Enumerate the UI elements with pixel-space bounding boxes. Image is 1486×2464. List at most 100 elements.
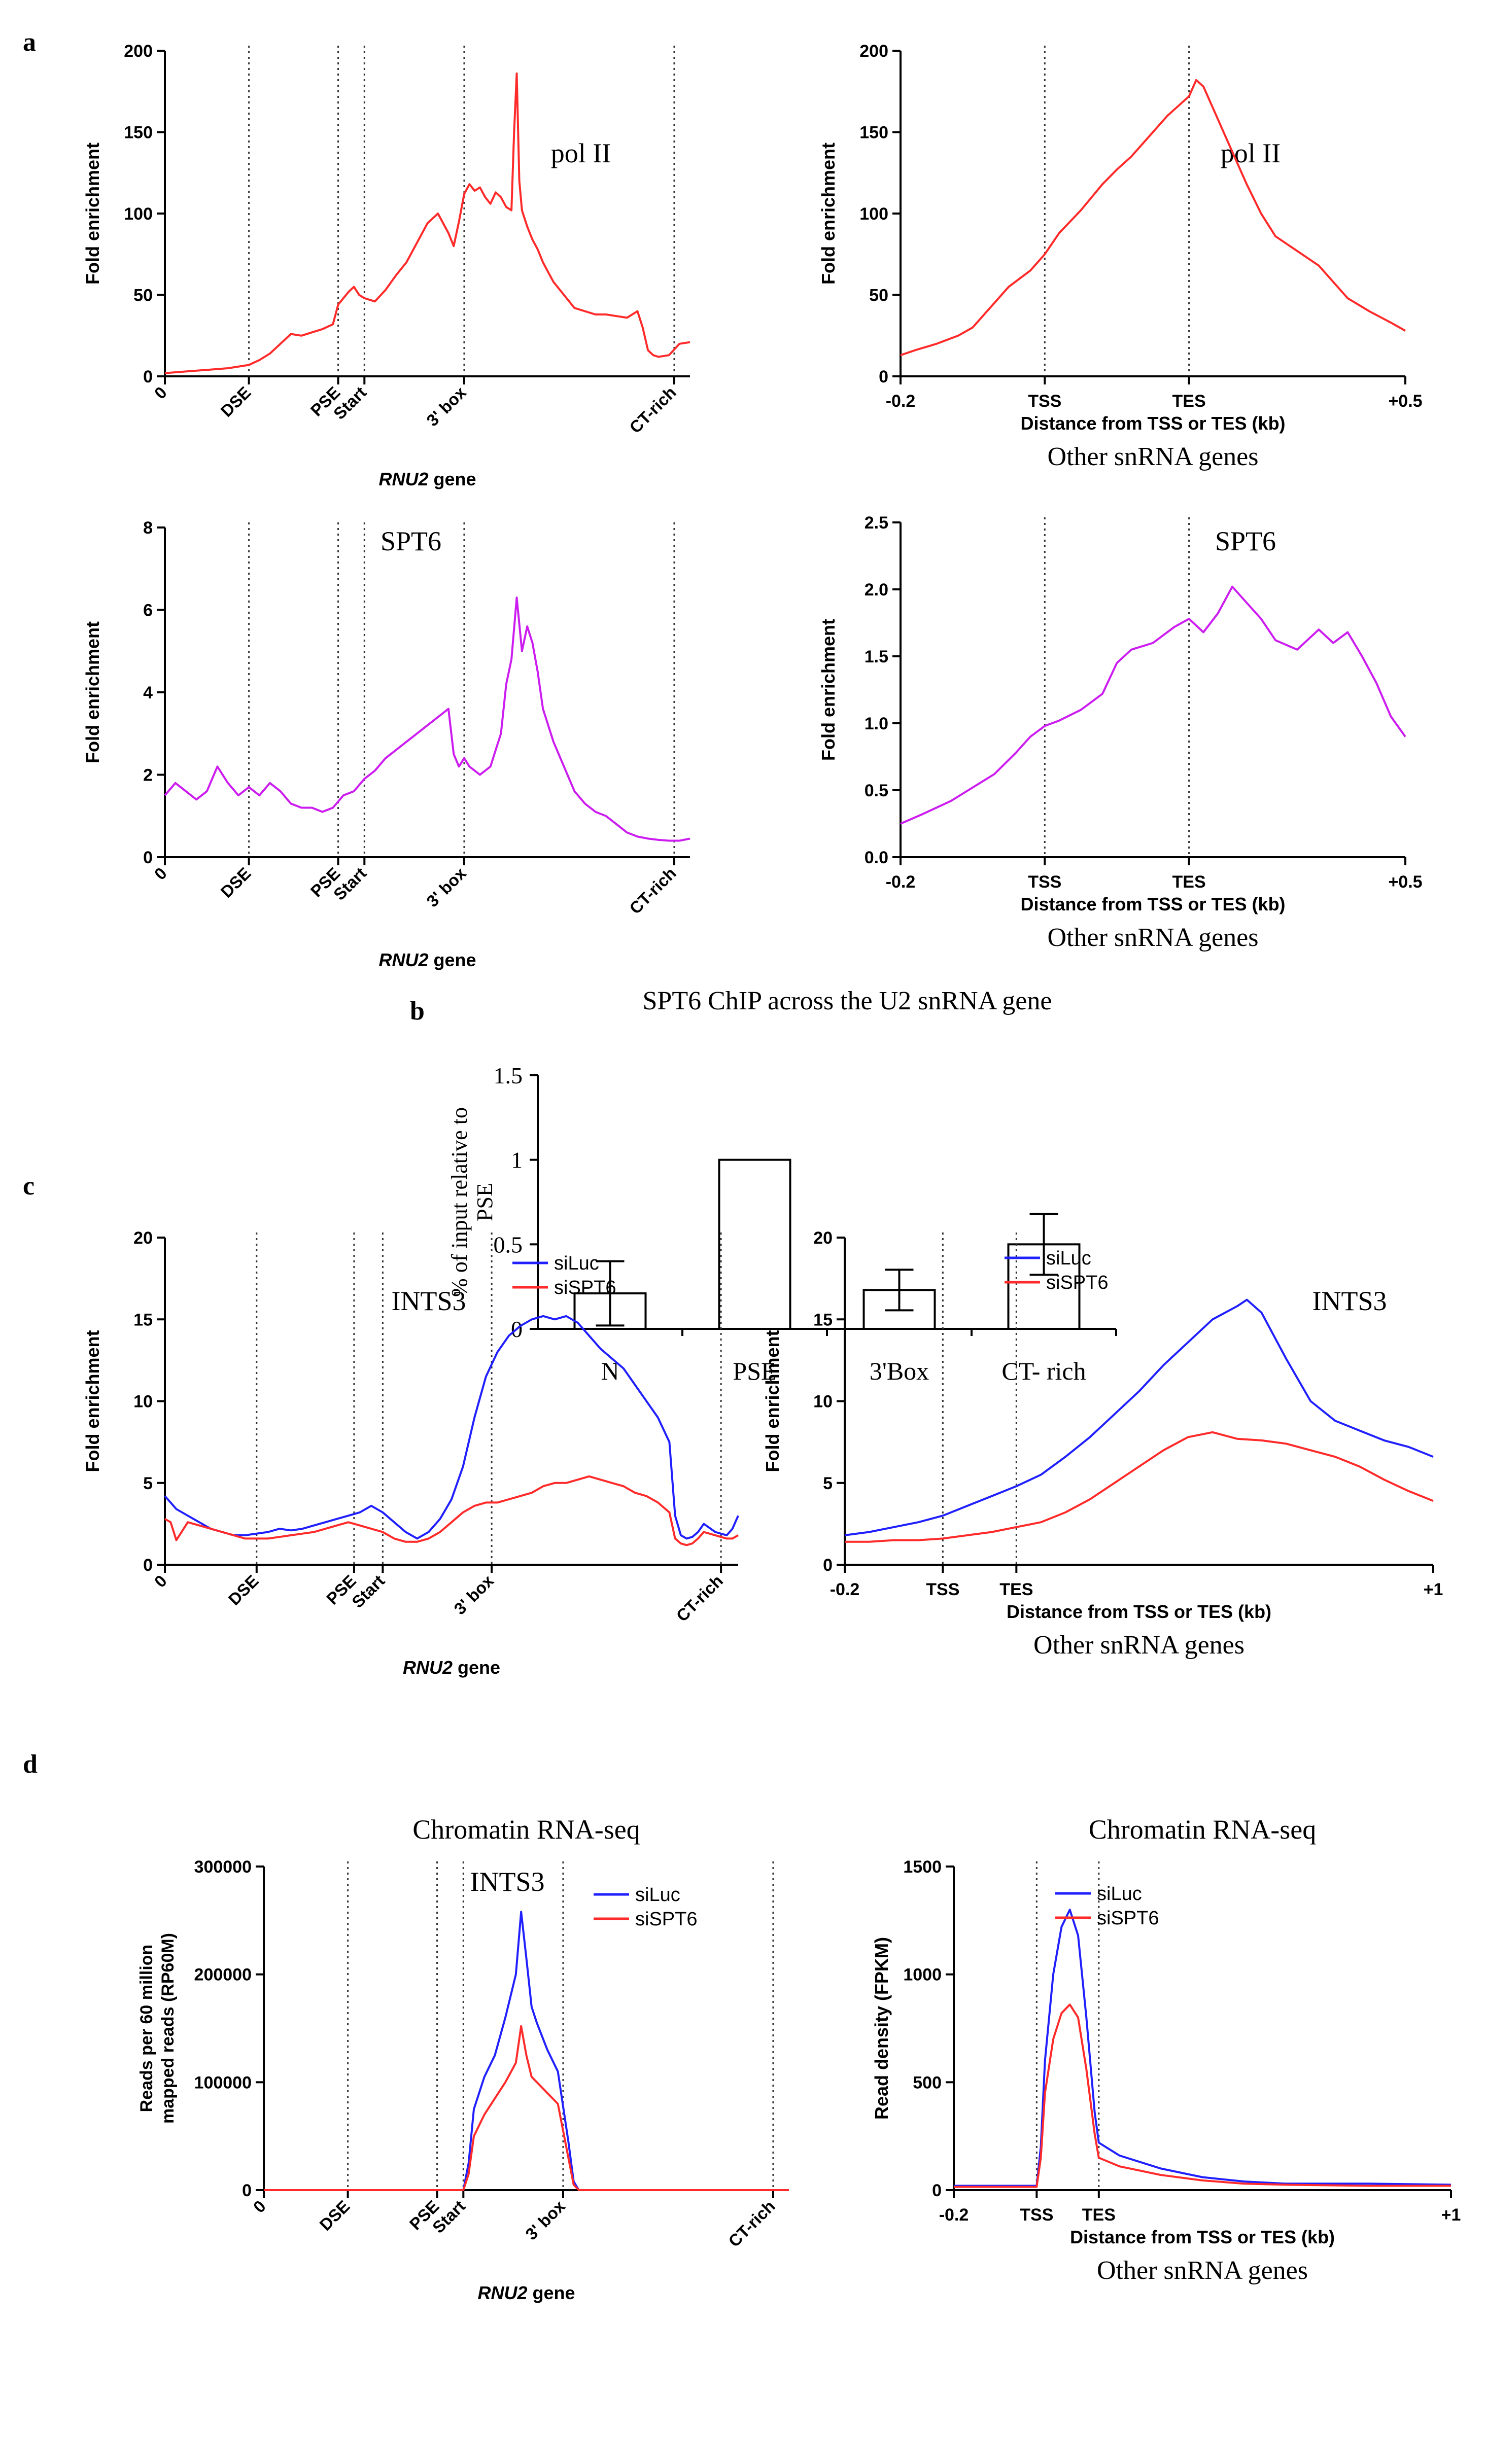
- y-tick-label: 300000: [194, 1857, 252, 1877]
- legend-label: siSPT6: [1097, 1908, 1159, 1929]
- y-tick-label: 2: [143, 766, 153, 785]
- x-marker-label: TSS: [926, 1580, 959, 1599]
- x-marker-label: CT-rich: [672, 1571, 727, 1626]
- x-category-label: CT- rich: [1001, 1357, 1086, 1385]
- x-axis-label: Distance from TSS or TES (kb): [1070, 2227, 1335, 2247]
- x-marker-label: DSE: [225, 1571, 262, 1609]
- y-tick-label: 15: [813, 1310, 833, 1329]
- y-axis-label: % of input relative to: [447, 1107, 472, 1297]
- x-marker-label: -0.2: [939, 2205, 969, 2225]
- x-axis-label: Distance from TSS or TES (kb): [1020, 413, 1285, 434]
- x-axis-label-suffix: gene: [428, 949, 476, 970]
- y-tick-label: 8: [143, 518, 153, 538]
- x-axis-label-gene: RNU2: [403, 1657, 453, 1678]
- chart-d-rnaseq-other: 0 500 1000 1500 -0.2 TSS TES +1 Read density (FP…: [871, 1814, 1461, 2285]
- y-tick-label: 1.0: [865, 714, 888, 733]
- y-axis-label: Fold enrichment: [82, 621, 103, 763]
- y-tick-label: 20: [133, 1228, 153, 1248]
- y-tick-label: 200: [124, 42, 153, 61]
- x-marker-label: TES: [1082, 2205, 1116, 2225]
- y-tick-label: 0: [143, 367, 153, 386]
- x-marker-label: 0: [250, 2197, 269, 2216]
- chart-title: SPT6 ChIP across the U2 snRNA gene: [643, 987, 1052, 1015]
- legend-label: siSPT6: [554, 1277, 616, 1298]
- y-tick-label: 6: [143, 601, 153, 620]
- x-axis-label-suffix: gene: [453, 1657, 500, 1678]
- chart-heading: Chromatin RNA-seq: [412, 1814, 640, 1845]
- chart-b-spt6-chip-bars: SPT6 ChIP across the U2 snRNA gene00.511…: [447, 987, 1117, 1385]
- series-line-siLuc: [264, 1911, 789, 2191]
- y-axis-label: Fold enrichment: [818, 619, 839, 761]
- x-category-label: 3'Box: [870, 1357, 929, 1385]
- y-tick-label: 200: [859, 42, 888, 61]
- series-line-siSPT6: [845, 1431, 1434, 1543]
- series-line-SPT6: [164, 596, 690, 842]
- y-tick-label: 4: [143, 683, 153, 702]
- x-marker-label: 3' box: [423, 863, 470, 910]
- x-marker-label: TES: [1172, 392, 1206, 411]
- series-line-siLuc: [844, 1298, 1434, 1536]
- x-category-label: N: [601, 1357, 619, 1385]
- y-tick-label: 100: [124, 204, 153, 224]
- x-axis-label-gene: RNU2: [477, 2282, 527, 2303]
- y-axis-label: Fold enrichment: [82, 1330, 103, 1472]
- y-tick-label: 1.5: [494, 1063, 523, 1088]
- panel-label-d: d: [23, 1750, 38, 1779]
- y-axis-label: Fold enrichment: [762, 1330, 783, 1472]
- x-marker-label: +1: [1424, 1580, 1443, 1599]
- series-line-pol-II: [164, 72, 690, 374]
- y-tick-label: 0.5: [494, 1231, 523, 1257]
- y-tick-label: 50: [869, 286, 888, 305]
- y-tick-label: 100: [859, 204, 888, 224]
- y-axis-label: Fold enrichment: [82, 143, 103, 285]
- series-line-siSPT6: [164, 1475, 739, 1546]
- y-tick-label: 0.0: [865, 848, 888, 867]
- y-tick-label: 0: [242, 2181, 252, 2200]
- y-tick-label: 200000: [194, 1965, 252, 1985]
- bar-PSE: [718, 1158, 791, 1330]
- chart-title: pol II: [551, 138, 611, 168]
- x-marker-label: 0: [151, 1571, 170, 1591]
- chart-title: INTS3: [470, 1867, 545, 1897]
- x-marker-label: DSE: [316, 2197, 353, 2234]
- x-marker-label: TES: [1172, 872, 1206, 892]
- y-axis-label: Read density (FPKM): [871, 1937, 892, 2120]
- y-tick-label: 0: [823, 1556, 833, 1575]
- y-tick-label: 0: [143, 1556, 153, 1575]
- x-axis-label: RNU2 gene: [477, 2282, 575, 2303]
- y-axis-label: Fold enrichment: [818, 143, 839, 285]
- x-axis-label-suffix: gene: [428, 469, 476, 489]
- y-tick-label: 2.5: [865, 513, 888, 533]
- y-tick-label: 0: [143, 848, 153, 867]
- y-tick-label: 10: [133, 1392, 153, 1412]
- x-marker-label: TSS: [1020, 2205, 1053, 2225]
- x-marker-label: CT-rich: [626, 864, 680, 918]
- x-marker-label: 3' box: [450, 1571, 497, 1618]
- x-category-label: PSE: [733, 1357, 776, 1385]
- y-axis-label: Reads per 60 million: [137, 1945, 156, 2113]
- chart-title: SPT6: [1215, 526, 1276, 556]
- y-tick-label: 5: [823, 1474, 833, 1493]
- x-marker-label: DSE: [217, 383, 254, 420]
- y-axis-label: PSE: [472, 1183, 497, 1221]
- x-axis-label: Distance from TSS or TES (kb): [1020, 894, 1285, 914]
- y-tick-label: 20: [813, 1228, 833, 1248]
- series-line-SPT6: [900, 585, 1406, 825]
- chart-title: pol II: [1221, 138, 1281, 168]
- x-marker-label: 3' box: [522, 2196, 569, 2243]
- x-marker-label: +0.5: [1388, 392, 1422, 411]
- y-tick-label: 10: [813, 1392, 833, 1412]
- x-marker-label: -0.2: [886, 392, 916, 411]
- chart-a-spt6-other: 0.0 0.5 1.0 1.5 2.0 2.5 -0.2 TSS TES +0.5 Fold enr…: [818, 513, 1423, 952]
- series-line-pol-II: [900, 79, 1406, 357]
- y-tick-label: 50: [133, 286, 153, 305]
- y-tick-label: 0.5: [865, 781, 888, 800]
- x-marker-label: -0.2: [830, 1580, 860, 1599]
- x-axis-label: RNU2 gene: [378, 469, 476, 489]
- x-marker-label: +1: [1441, 2205, 1461, 2225]
- y-tick-label: 15: [133, 1310, 153, 1329]
- chart-sublabel: Other snRNA genes: [1033, 1631, 1245, 1660]
